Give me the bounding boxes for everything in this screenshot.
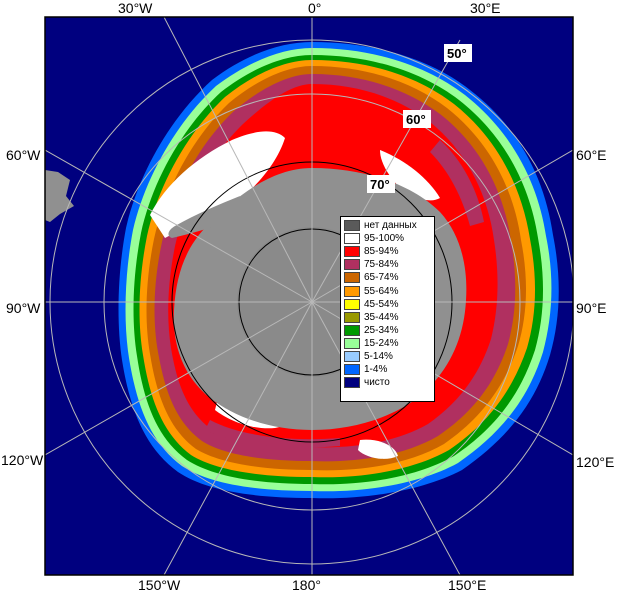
latitude-label-50: 50° (447, 46, 467, 61)
label-top-0: 0° (308, 0, 321, 16)
legend-swatch (344, 246, 360, 258)
legend-item: 65-74% (344, 271, 431, 284)
legend-swatch (344, 298, 360, 310)
legend-label: 85-94% (364, 246, 399, 258)
label-left-90w: 90°W (6, 300, 41, 316)
label-bottom-150e: 150°E (448, 577, 486, 593)
legend-item: 25-34% (344, 324, 431, 337)
legend-swatch (344, 285, 360, 297)
legend-label: 1-4% (364, 364, 388, 376)
label-left-120w: 120°W (1, 452, 44, 468)
label-bottom-150w: 150°W (138, 577, 181, 593)
label-right-60e: 60°E (576, 147, 607, 163)
ice-patch-95-100-east (380, 150, 440, 201)
legend-swatch (344, 364, 360, 376)
antarctic-peninsula-land (168, 196, 240, 238)
legend-label: 15-24% (364, 337, 399, 349)
label-right-120e: 120°E (576, 454, 614, 470)
label-bottom-180: 180° (292, 577, 321, 593)
legend-label: чисто (364, 377, 390, 389)
label-right-90e: 90°E (576, 300, 607, 316)
legend-swatch (344, 272, 360, 284)
meridians (45, 17, 573, 575)
legend-label: 5-14% (364, 350, 393, 362)
legend-label: 75-84% (364, 259, 399, 271)
legend-item: 55-64% (344, 284, 431, 297)
ice-patch-75-84-east (430, 140, 484, 226)
latitude-label-60: 60° (406, 112, 426, 127)
legend-swatch (344, 311, 360, 323)
legend-swatch (344, 337, 360, 349)
legend-item: 35-44% (344, 311, 431, 324)
legend-label: 65-74% (364, 272, 399, 284)
legend-label: 55-64% (364, 285, 399, 297)
legend-swatch (344, 259, 360, 271)
legend-item: 95-100% (344, 232, 431, 245)
legend-label: 45-54% (364, 298, 399, 310)
map-frame (44, 16, 574, 576)
latitude-label-70: 70° (370, 177, 390, 192)
legend-swatch (344, 350, 360, 362)
legend-item: 75-84% (344, 258, 431, 271)
legend-item: 85-94% (344, 245, 431, 258)
label-top-30w: 30°W (118, 0, 153, 16)
label-left-60w: 60°W (6, 147, 41, 163)
legend-label: нет данных (364, 220, 417, 232)
legend-swatch (344, 377, 360, 389)
legend-swatch (344, 324, 360, 336)
legend-label: 35-44% (364, 311, 399, 323)
legend-item: 45-54% (344, 298, 431, 311)
legend-item: чисто (344, 376, 431, 389)
ice-patch-95-100-weddell (150, 131, 285, 238)
legend-item: 1-4% (344, 363, 431, 376)
ice-patch-75-84-south (205, 420, 340, 448)
ice-patch-95-100-se (358, 439, 398, 459)
legend-label: 95-100% (364, 233, 405, 245)
latitude-label-50-box (444, 44, 472, 62)
latitude-label-60-box (403, 110, 431, 128)
legend-swatch (344, 233, 360, 245)
latitude-label-70-box (367, 175, 395, 193)
legend: нет данных 95-100% 85-94% 75-84% 65-74% 55-64… (340, 216, 435, 402)
legend-swatch (344, 220, 360, 232)
legend-item: 15-24% (344, 337, 431, 350)
label-top-30e: 30°E (470, 0, 501, 16)
legend-item: 5-14% (344, 350, 431, 363)
legend-item: нет данных (344, 219, 431, 232)
legend-label: 25-34% (364, 324, 399, 336)
